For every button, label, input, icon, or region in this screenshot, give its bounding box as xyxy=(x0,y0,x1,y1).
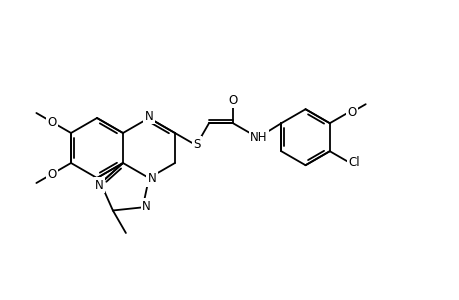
Text: N: N xyxy=(142,200,151,213)
Text: N: N xyxy=(144,110,153,122)
Text: O: O xyxy=(228,94,237,107)
Text: O: O xyxy=(347,106,356,119)
Text: S: S xyxy=(193,137,200,151)
Text: Cl: Cl xyxy=(347,156,359,169)
Text: O: O xyxy=(47,116,56,128)
Text: N: N xyxy=(95,178,104,192)
Text: O: O xyxy=(47,167,56,181)
Text: N: N xyxy=(147,172,156,185)
Text: NH: NH xyxy=(250,131,267,144)
